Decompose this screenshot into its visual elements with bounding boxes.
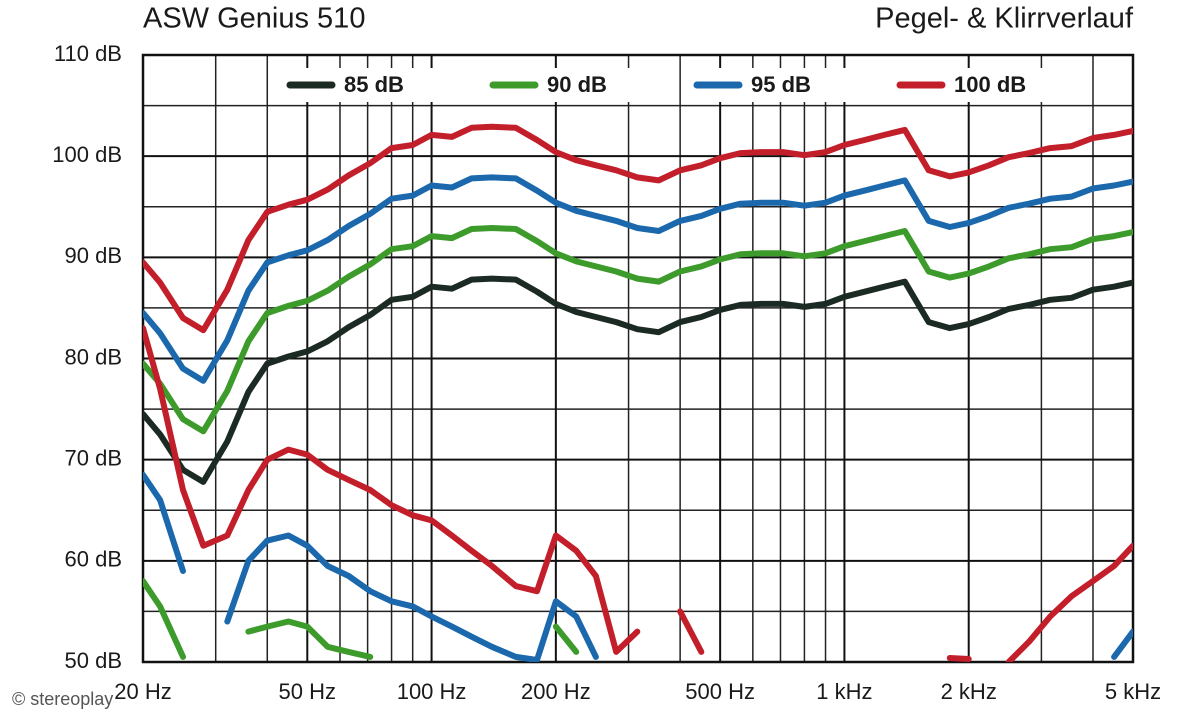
x-tick-label: 1 kHz <box>816 679 872 704</box>
series-line <box>143 325 1133 662</box>
series-line <box>143 578 580 660</box>
y-tick-label: 90 dB <box>65 243 123 268</box>
x-tick-label: 500 Hz <box>685 679 755 704</box>
legend-label: 100 dB <box>954 72 1026 97</box>
x-tick-label: 5 kHz <box>1105 679 1161 704</box>
series-line <box>143 471 1133 662</box>
series-line <box>143 225 1133 435</box>
legend-label: 95 dB <box>751 72 811 97</box>
y-tick-label: 110 dB <box>54 41 122 66</box>
y-tick-label: 100 dB <box>52 142 122 167</box>
x-tick-label: 200 Hz <box>521 679 591 704</box>
chart-title: ASW Genius 510 <box>143 3 365 35</box>
x-tick-label: 20 Hz <box>114 679 171 704</box>
legend-label: 85 dB <box>344 72 404 97</box>
x-tick-label: 100 Hz <box>397 679 467 704</box>
plot-frame <box>141 53 1135 664</box>
chart-subtitle: Pegel- & Klirrverlauf <box>875 3 1134 35</box>
y-tick-label: 70 dB <box>65 445 123 470</box>
series-line <box>143 123 1133 334</box>
watermark: © stereoplay <box>12 689 113 709</box>
x-tick-label: 2 kHz <box>941 679 997 704</box>
series-line <box>143 275 1133 485</box>
y-tick-label: 80 dB <box>65 344 123 369</box>
x-tick-label: 50 Hz <box>279 679 336 704</box>
legend-label: 90 dB <box>547 72 607 97</box>
series-line <box>143 174 1133 384</box>
y-tick-label: 60 dB <box>65 547 123 572</box>
y-tick-label: 50 dB <box>65 648 123 673</box>
